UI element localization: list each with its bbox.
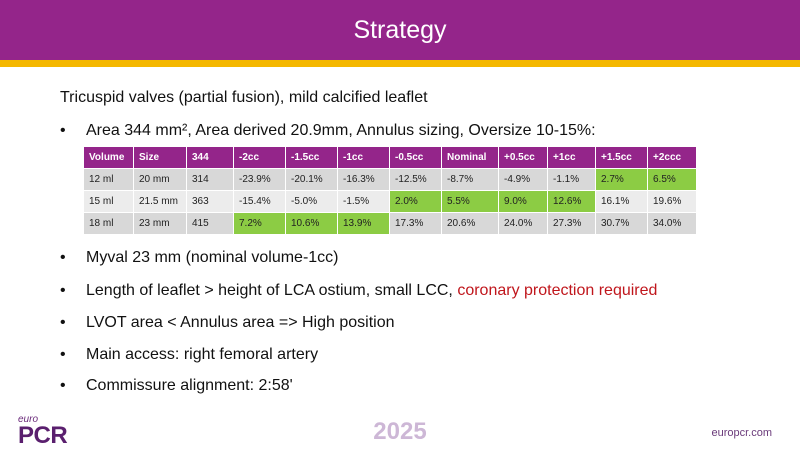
- bullet-dot: •: [60, 377, 66, 394]
- table-cell: 18 ml: [83, 212, 134, 235]
- table-cell: -5.0%: [285, 190, 338, 213]
- bullet-text: Commissure alignment: 2:58': [86, 377, 293, 394]
- logo-euro-text: euro: [18, 414, 39, 425]
- title-accent-stripe: [0, 60, 800, 67]
- table-cell: -23.9%: [233, 168, 286, 191]
- table-row: 12 ml 20 mm 314 -23.9% -20.1% -16.3% -12…: [83, 168, 697, 191]
- table-cell: 21.5 mm: [133, 190, 187, 213]
- bullet-dot: •: [60, 122, 66, 139]
- table-cell: -20.1%: [285, 168, 338, 191]
- oversize-table: Volume Size 344 -2cc -1.5cc -1cc -0.5cc …: [83, 146, 697, 235]
- slide-title: Strategy: [353, 16, 447, 44]
- table-cell: -1.5%: [337, 190, 390, 213]
- table-cell-highlighted: 12.6%: [547, 190, 596, 213]
- table-cell: 23 mm: [133, 212, 187, 235]
- table-cell: 24.0%: [498, 212, 548, 235]
- table-cell: 27.3%: [547, 212, 596, 235]
- bullet-text: Area 344 mm², Area derived 20.9mm, Annul…: [86, 122, 596, 139]
- bullet-dot: •: [60, 249, 66, 266]
- table-header-cell: Size: [133, 146, 187, 169]
- table-header-row: Volume Size 344 -2cc -1.5cc -1cc -0.5cc …: [83, 146, 697, 169]
- table-header-cell: +1.5cc: [595, 146, 648, 169]
- table-cell-highlighted: 10.6%: [285, 212, 338, 235]
- table-cell: 20.6%: [441, 212, 499, 235]
- table-cell-highlighted: 13.9%: [337, 212, 390, 235]
- table-header-cell: 344: [186, 146, 234, 169]
- bullet-text: Myval 23 mm (nominal volume-1cc): [86, 249, 339, 266]
- table-cell-highlighted: 2.0%: [389, 190, 442, 213]
- table-header-cell: -1cc: [337, 146, 390, 169]
- table-cell-highlighted: 7.2%: [233, 212, 286, 235]
- table-cell: -8.7%: [441, 168, 499, 191]
- table-cell: -1.1%: [547, 168, 596, 191]
- table-header-cell: -0.5cc: [389, 146, 442, 169]
- table-cell: -16.3%: [337, 168, 390, 191]
- table-cell: 15 ml: [83, 190, 134, 213]
- table-cell: -12.5%: [389, 168, 442, 191]
- table-cell: 415: [186, 212, 234, 235]
- footer-year: 2025: [373, 418, 427, 445]
- table-header-cell: +1cc: [547, 146, 596, 169]
- table-cell: 30.7%: [595, 212, 648, 235]
- table-header-cell: +0.5cc: [498, 146, 548, 169]
- table-header-cell: +2ccc: [647, 146, 697, 169]
- table-cell-highlighted: 6.5%: [647, 168, 697, 191]
- table-cell-highlighted: 2.7%: [595, 168, 648, 191]
- title-bar: [0, 0, 800, 60]
- table-header-cell: Volume: [83, 146, 134, 169]
- table-cell: 17.3%: [389, 212, 442, 235]
- footer-url: europcr.com: [711, 427, 772, 439]
- table-row: 15 ml 21.5 mm 363 -15.4% -5.0% -1.5% 2.0…: [83, 190, 697, 213]
- table-cell-highlighted: 9.0%: [498, 190, 548, 213]
- bullet-text: Length of leaflet > height of LCA ostium…: [86, 282, 453, 299]
- table-cell: 363: [186, 190, 234, 213]
- bullet-text-group: Length of leaflet > height of LCA ostium…: [86, 282, 657, 300]
- bullet-warning-text: coronary protection required: [452, 282, 658, 299]
- bullet-dot: •: [60, 346, 66, 363]
- table-header-cell: Nominal: [441, 146, 499, 169]
- bullet-text: LVOT area < Annulus area => High positio…: [86, 314, 395, 331]
- table-cell: 16.1%: [595, 190, 648, 213]
- table-cell: 19.6%: [647, 190, 697, 213]
- table-header-cell: -2cc: [233, 146, 286, 169]
- table-cell-highlighted: 5.5%: [441, 190, 499, 213]
- table-row: 18 ml 23 mm 415 7.2% 10.6% 13.9% 17.3% 2…: [83, 212, 697, 235]
- bullet-dot: •: [60, 314, 66, 331]
- bullet-dot: •: [60, 282, 66, 299]
- table-header-cell: -1.5cc: [285, 146, 338, 169]
- subtitle: Tricuspid valves (partial fusion), mild …: [60, 89, 428, 106]
- table-cell: -15.4%: [233, 190, 286, 213]
- bullet-text: Main access: right femoral artery: [86, 346, 319, 363]
- table-cell: 20 mm: [133, 168, 187, 191]
- table-cell: 12 ml: [83, 168, 134, 191]
- table-cell: 34.0%: [647, 212, 697, 235]
- logo-pcr-text: PCR: [18, 422, 68, 449]
- table-cell: 314: [186, 168, 234, 191]
- europcr-logo: euro PCR: [18, 414, 78, 449]
- table-cell: -4.9%: [498, 168, 548, 191]
